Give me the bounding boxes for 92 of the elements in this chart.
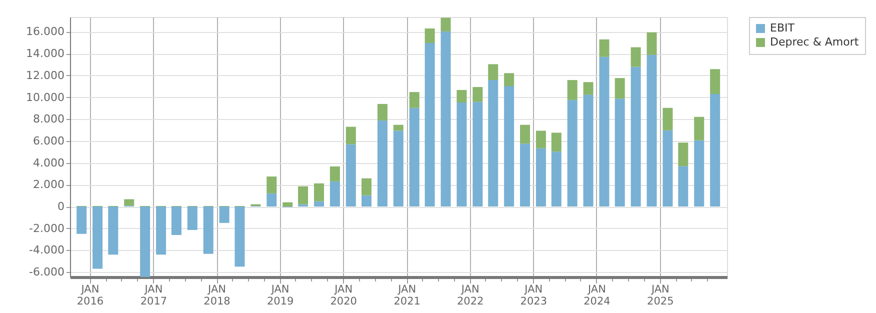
bar <box>472 87 483 102</box>
bar <box>266 176 277 194</box>
bar <box>108 206 118 255</box>
bar <box>92 206 103 269</box>
bar <box>520 124 530 144</box>
bar <box>456 102 467 207</box>
bar <box>599 56 610 207</box>
bar <box>646 32 657 55</box>
bar <box>282 202 293 207</box>
y-tick-label: 8.000 <box>33 112 64 126</box>
bar <box>314 183 324 202</box>
bar <box>266 193 277 207</box>
x-tick-label: JAN 2022 <box>456 284 484 308</box>
bar <box>346 126 356 144</box>
bar <box>424 43 435 207</box>
bar <box>504 73 514 86</box>
bar <box>646 54 657 207</box>
bar <box>488 64 498 80</box>
bar <box>393 124 404 131</box>
bar <box>219 206 230 223</box>
bar <box>504 86 514 207</box>
bar <box>614 98 625 207</box>
y-tick-label: -4.000 <box>29 244 64 257</box>
y-tick-label: 16.000 <box>26 25 64 38</box>
bar <box>234 206 245 267</box>
x-tick-label: JAN 2021 <box>394 284 420 308</box>
y-tick-label: 14.000 <box>26 47 64 60</box>
bar <box>567 80 578 100</box>
bar <box>298 186 308 204</box>
y-tick-label: -2.000 <box>29 222 64 235</box>
y-tick-label: 10.000 <box>26 90 64 104</box>
bar <box>362 195 372 207</box>
bar <box>346 144 356 207</box>
bar <box>710 94 720 207</box>
bar <box>330 181 340 207</box>
y-tick-label: 2.000 <box>33 178 64 192</box>
bar <box>583 94 594 207</box>
bar <box>551 152 562 207</box>
x-tick-label: JAN 2017 <box>140 284 168 308</box>
x-tick-label: JAN 2016 <box>76 284 104 308</box>
bar <box>472 102 483 207</box>
bar <box>377 120 388 207</box>
bar <box>694 116 704 140</box>
bar <box>187 206 198 230</box>
x-tick-label: JAN 2024 <box>584 284 611 308</box>
bar <box>424 28 435 43</box>
x-tick-label: JAN 2019 <box>266 284 294 308</box>
bar <box>488 80 498 207</box>
y-tick-label: 4.000 <box>33 156 64 170</box>
bar <box>614 78 625 99</box>
legend-label: Deprec & Amort <box>770 36 860 48</box>
bar <box>298 204 308 207</box>
bar <box>583 82 594 95</box>
bar <box>520 144 530 207</box>
bar <box>536 130 546 148</box>
bar <box>630 47 641 67</box>
bar <box>124 199 134 206</box>
bar <box>409 108 420 207</box>
bar <box>567 100 578 207</box>
y-tick-label: 6.000 <box>33 134 64 148</box>
bar <box>662 108 673 130</box>
bar <box>362 178 372 196</box>
bar <box>694 140 704 207</box>
bar <box>409 92 420 108</box>
bar <box>440 31 451 207</box>
x-tick-label: JAN 2018 <box>204 284 230 308</box>
bar <box>314 201 324 207</box>
x-tick-label: JAN 2025 <box>647 284 674 308</box>
bar <box>710 69 720 94</box>
bar <box>76 206 87 234</box>
y-tick-label: 12.000 <box>26 68 64 82</box>
bar <box>599 39 610 57</box>
bar <box>551 132 562 152</box>
bar <box>393 130 404 207</box>
bar <box>330 166 340 182</box>
bar <box>662 130 673 207</box>
bar <box>156 206 166 255</box>
bar <box>630 66 641 207</box>
legend-label: EBIT <box>770 22 795 34</box>
bar <box>171 206 182 235</box>
x-tick-label: JAN 2020 <box>330 284 357 308</box>
bar <box>140 206 150 277</box>
bar <box>203 206 214 254</box>
x-tick-label: JAN 2023 <box>520 284 548 308</box>
y-tick-label: 0 <box>58 200 64 214</box>
bar <box>456 90 467 103</box>
bar <box>678 166 688 207</box>
y-tick-label: -6.000 <box>29 266 64 279</box>
bar <box>678 142 688 166</box>
bar <box>536 148 546 207</box>
bar <box>440 18 451 32</box>
bar <box>377 104 388 120</box>
